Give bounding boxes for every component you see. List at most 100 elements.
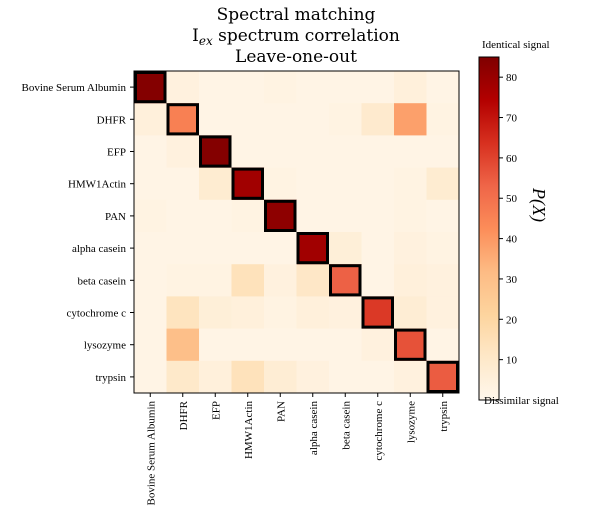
- heatmap-cell-0-7: [361, 71, 395, 104]
- diagonal-highlight-7: [361, 296, 394, 329]
- heatmap-cell-9-3: [231, 360, 265, 394]
- heatmap-cell-9-8: [394, 360, 427, 394]
- title-symbol-base: I: [192, 26, 199, 46]
- diagonal-highlight-6: [329, 264, 362, 297]
- heatmap-cells: [134, 71, 460, 394]
- chart-title-line-3: Leave-one-out: [235, 47, 357, 67]
- heatmap-cell-8-6: [329, 328, 362, 362]
- heatmap-cell-7-7: [361, 296, 395, 330]
- colorbar-tick-label-0: 10: [506, 355, 518, 367]
- x-tick-label-8: lysozyme: [405, 401, 417, 443]
- x-axis-ticks: Bovine Serum Albumin DHFR EFP HMW1Actin PAN a…: [145, 393, 450, 506]
- y-tick-label-4: PAN: [105, 211, 126, 223]
- heatmap-cell-6-9: [426, 264, 460, 297]
- heatmap-cell-9-6: [329, 360, 362, 394]
- x-tick-label-9: trypsin: [438, 401, 450, 432]
- heatmap-cell-3-9: [426, 167, 460, 201]
- heatmap-cell-9-0: [134, 360, 167, 394]
- diagonal-highlight-1: [166, 103, 199, 136]
- heatmap-cell-4-6: [329, 199, 362, 233]
- heatmap-cell-7-0: [134, 296, 167, 330]
- y-tick-label-8: lysozyme: [84, 340, 126, 352]
- heatmap-cell-0-6: [329, 71, 362, 104]
- heatmap-cell-3-2: [199, 167, 232, 201]
- diagonal-highlight-2: [199, 135, 232, 168]
- heatmap-cell-8-9: [426, 328, 460, 362]
- colorbar: [478, 56, 500, 401]
- y-tick-label-3: HMW1Actin: [68, 179, 127, 191]
- heatmap-cell-8-4: [264, 328, 297, 362]
- heatmap-cell-3-1: [166, 167, 200, 201]
- heatmap-cell-5-7: [361, 232, 395, 265]
- heatmap-cell-3-7: [361, 167, 395, 201]
- x-tick-label-5: alpha casein: [308, 401, 320, 456]
- heatmap-cell-0-8: [394, 71, 427, 104]
- heatmap-cell-8-2: [199, 328, 232, 362]
- x-tick-label-6: beta casein: [340, 401, 352, 450]
- heatmap-cell-2-5: [296, 135, 330, 169]
- heatmap-cell-4-4: [264, 199, 297, 233]
- diagonal-highlight-4: [264, 199, 297, 233]
- heatmap-cell-8-1: [166, 328, 200, 362]
- heatmap-cell-1-8: [394, 103, 427, 136]
- heatmap-cell-6-8: [394, 264, 427, 297]
- colorbar-top-text: Identical signal: [482, 39, 550, 51]
- heatmap-cell-2-8: [394, 135, 427, 169]
- heatmap-cell-0-4: [264, 71, 297, 104]
- heatmap-cell-1-3: [231, 103, 265, 136]
- heatmap-cell-6-2: [199, 264, 232, 297]
- heatmap-cell-9-4: [264, 360, 297, 394]
- diagonal-highlight-3: [231, 167, 264, 200]
- heatmap-cell-9-5: [296, 360, 330, 394]
- plot-frame: [133, 70, 460, 394]
- heatmap-cell-9-2: [199, 360, 232, 394]
- colorbar-tick-label-7: 80: [506, 72, 518, 84]
- heatmap-cell-9-9: [426, 360, 460, 394]
- heatmap-cell-1-2: [199, 103, 232, 136]
- y-tick-label-1: DHFR: [97, 114, 127, 126]
- chart-title-line-2: Iex spectrum correlation: [192, 26, 400, 48]
- heatmap-cell-9-1: [166, 360, 200, 394]
- heatmap-cell-4-9: [426, 199, 460, 233]
- heatmap-cell-1-7: [361, 103, 395, 136]
- heatmap-cell-7-5: [296, 296, 330, 330]
- heatmap-cell-0-2: [199, 71, 232, 104]
- title-symbol-sub: ex: [199, 34, 213, 48]
- colorbar-tick-label-6: 70: [506, 113, 518, 125]
- x-tick-label-3: HMW1Actin: [243, 401, 255, 460]
- diagonal-highlight-8: [394, 328, 427, 361]
- colorbar-tick-label-5: 60: [506, 153, 518, 165]
- y-axis-ticks: Bovine Serum Albumin DHFR EFP HMW1Actin PAN a…: [22, 82, 134, 384]
- colorbar-tick-label-2: 30: [506, 274, 518, 286]
- heatmap-cell-2-3: [231, 135, 265, 169]
- heatmap-cell-4-5: [296, 199, 330, 233]
- diagonal-highlight-0: [134, 71, 167, 104]
- heatmap-cell-0-3: [231, 71, 265, 104]
- y-tick-label-6: beta casein: [77, 275, 126, 287]
- heatmap-cell-4-3: [231, 199, 265, 233]
- heatmap-cell-6-0: [134, 264, 167, 297]
- heatmap-cell-8-3: [231, 328, 265, 362]
- diagonal-highlight-5: [296, 232, 329, 265]
- heatmap-cell-4-1: [166, 199, 200, 233]
- heatmap-cell-5-0: [134, 232, 167, 265]
- heatmap-cell-2-0: [134, 135, 167, 169]
- heatmap-cell-5-4: [264, 232, 297, 265]
- heatmap-cell-0-5: [296, 71, 330, 104]
- heatmap-cell-1-4: [264, 103, 297, 136]
- heatmap-cell-1-6: [329, 103, 362, 136]
- diagonal-highlights: [134, 71, 459, 393]
- heatmap-cell-4-0: [134, 199, 167, 233]
- heatmap-cell-8-5: [296, 328, 330, 362]
- heatmap-cell-2-4: [264, 135, 297, 169]
- heatmap-cell-6-4: [264, 264, 297, 297]
- heatmap-cell-5-5: [296, 232, 330, 265]
- heatmap-cell-3-3: [231, 167, 265, 201]
- heatmap-cell-8-8: [394, 328, 427, 362]
- heatmap-cell-5-3: [231, 232, 265, 265]
- heatmap-cell-0-9: [426, 71, 460, 104]
- heatmap-cell-1-5: [296, 103, 330, 136]
- heatmap-cell-2-2: [199, 135, 232, 169]
- y-tick-label-0: Bovine Serum Albumin: [22, 82, 127, 94]
